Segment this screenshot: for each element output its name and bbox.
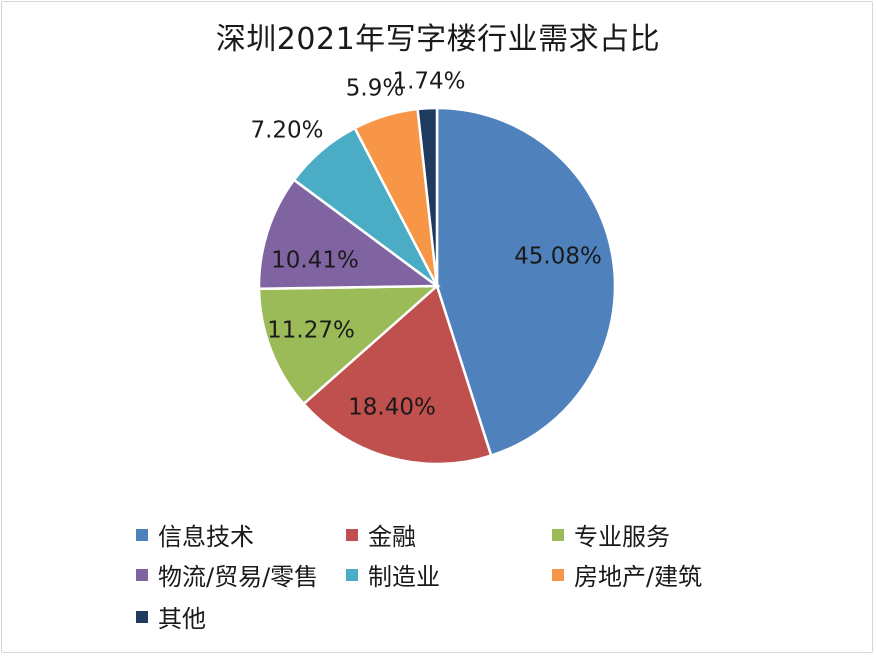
- legend-label: 房地产/建筑: [574, 563, 703, 591]
- legend-label: 物流/贸易/零售: [158, 563, 319, 591]
- legend-item-6: 房地产/建筑: [552, 557, 702, 592]
- pie-slice-7: [416, 106, 439, 287]
- legend-swatch: [346, 528, 358, 541]
- pie-chart: 45.08% 18.40% 11.27% 10.41% 7.20% 5.9%1.74%: [250, 69, 617, 466]
- data-label-4: 10.41%: [271, 248, 359, 274]
- legend-label: 金融: [368, 523, 416, 551]
- legend-item-7: 其他: [136, 599, 206, 634]
- data-label-2: 18.40%: [348, 395, 436, 421]
- data-label-7: 1.74%: [392, 69, 465, 95]
- legend-item-4: 物流/贸易/零售: [136, 557, 318, 592]
- data-label-5: 7.20%: [250, 118, 323, 144]
- legend-label: 其他: [158, 605, 206, 633]
- legend-item-5: 制造业: [346, 557, 440, 592]
- legend-swatch: [136, 610, 148, 623]
- legend-item-1: 信息技术: [136, 517, 254, 552]
- legend-swatch: [136, 528, 148, 541]
- legend-label: 制造业: [368, 563, 440, 591]
- legend-item-2: 金融: [346, 517, 416, 552]
- legend-swatch: [346, 568, 358, 581]
- data-label-1: 45.08%: [514, 244, 602, 270]
- legend-item-3: 专业服务: [552, 517, 670, 552]
- legend-label: 专业服务: [574, 523, 670, 551]
- legend-swatch: [552, 568, 564, 581]
- pie-slice-2: [301, 283, 493, 466]
- chart-title: 深圳2021年写字楼行业需求占比: [215, 22, 661, 57]
- legend-label: 信息技术: [158, 523, 254, 551]
- data-label-6: 5.9%: [346, 76, 404, 102]
- data-label-3: 11.27%: [267, 318, 355, 344]
- pie-slice-1: [435, 106, 617, 458]
- pie-slice-4: [257, 178, 441, 291]
- legend-swatch: [552, 528, 564, 541]
- legend-swatch: [136, 568, 148, 581]
- pie-slice-3: [257, 284, 441, 406]
